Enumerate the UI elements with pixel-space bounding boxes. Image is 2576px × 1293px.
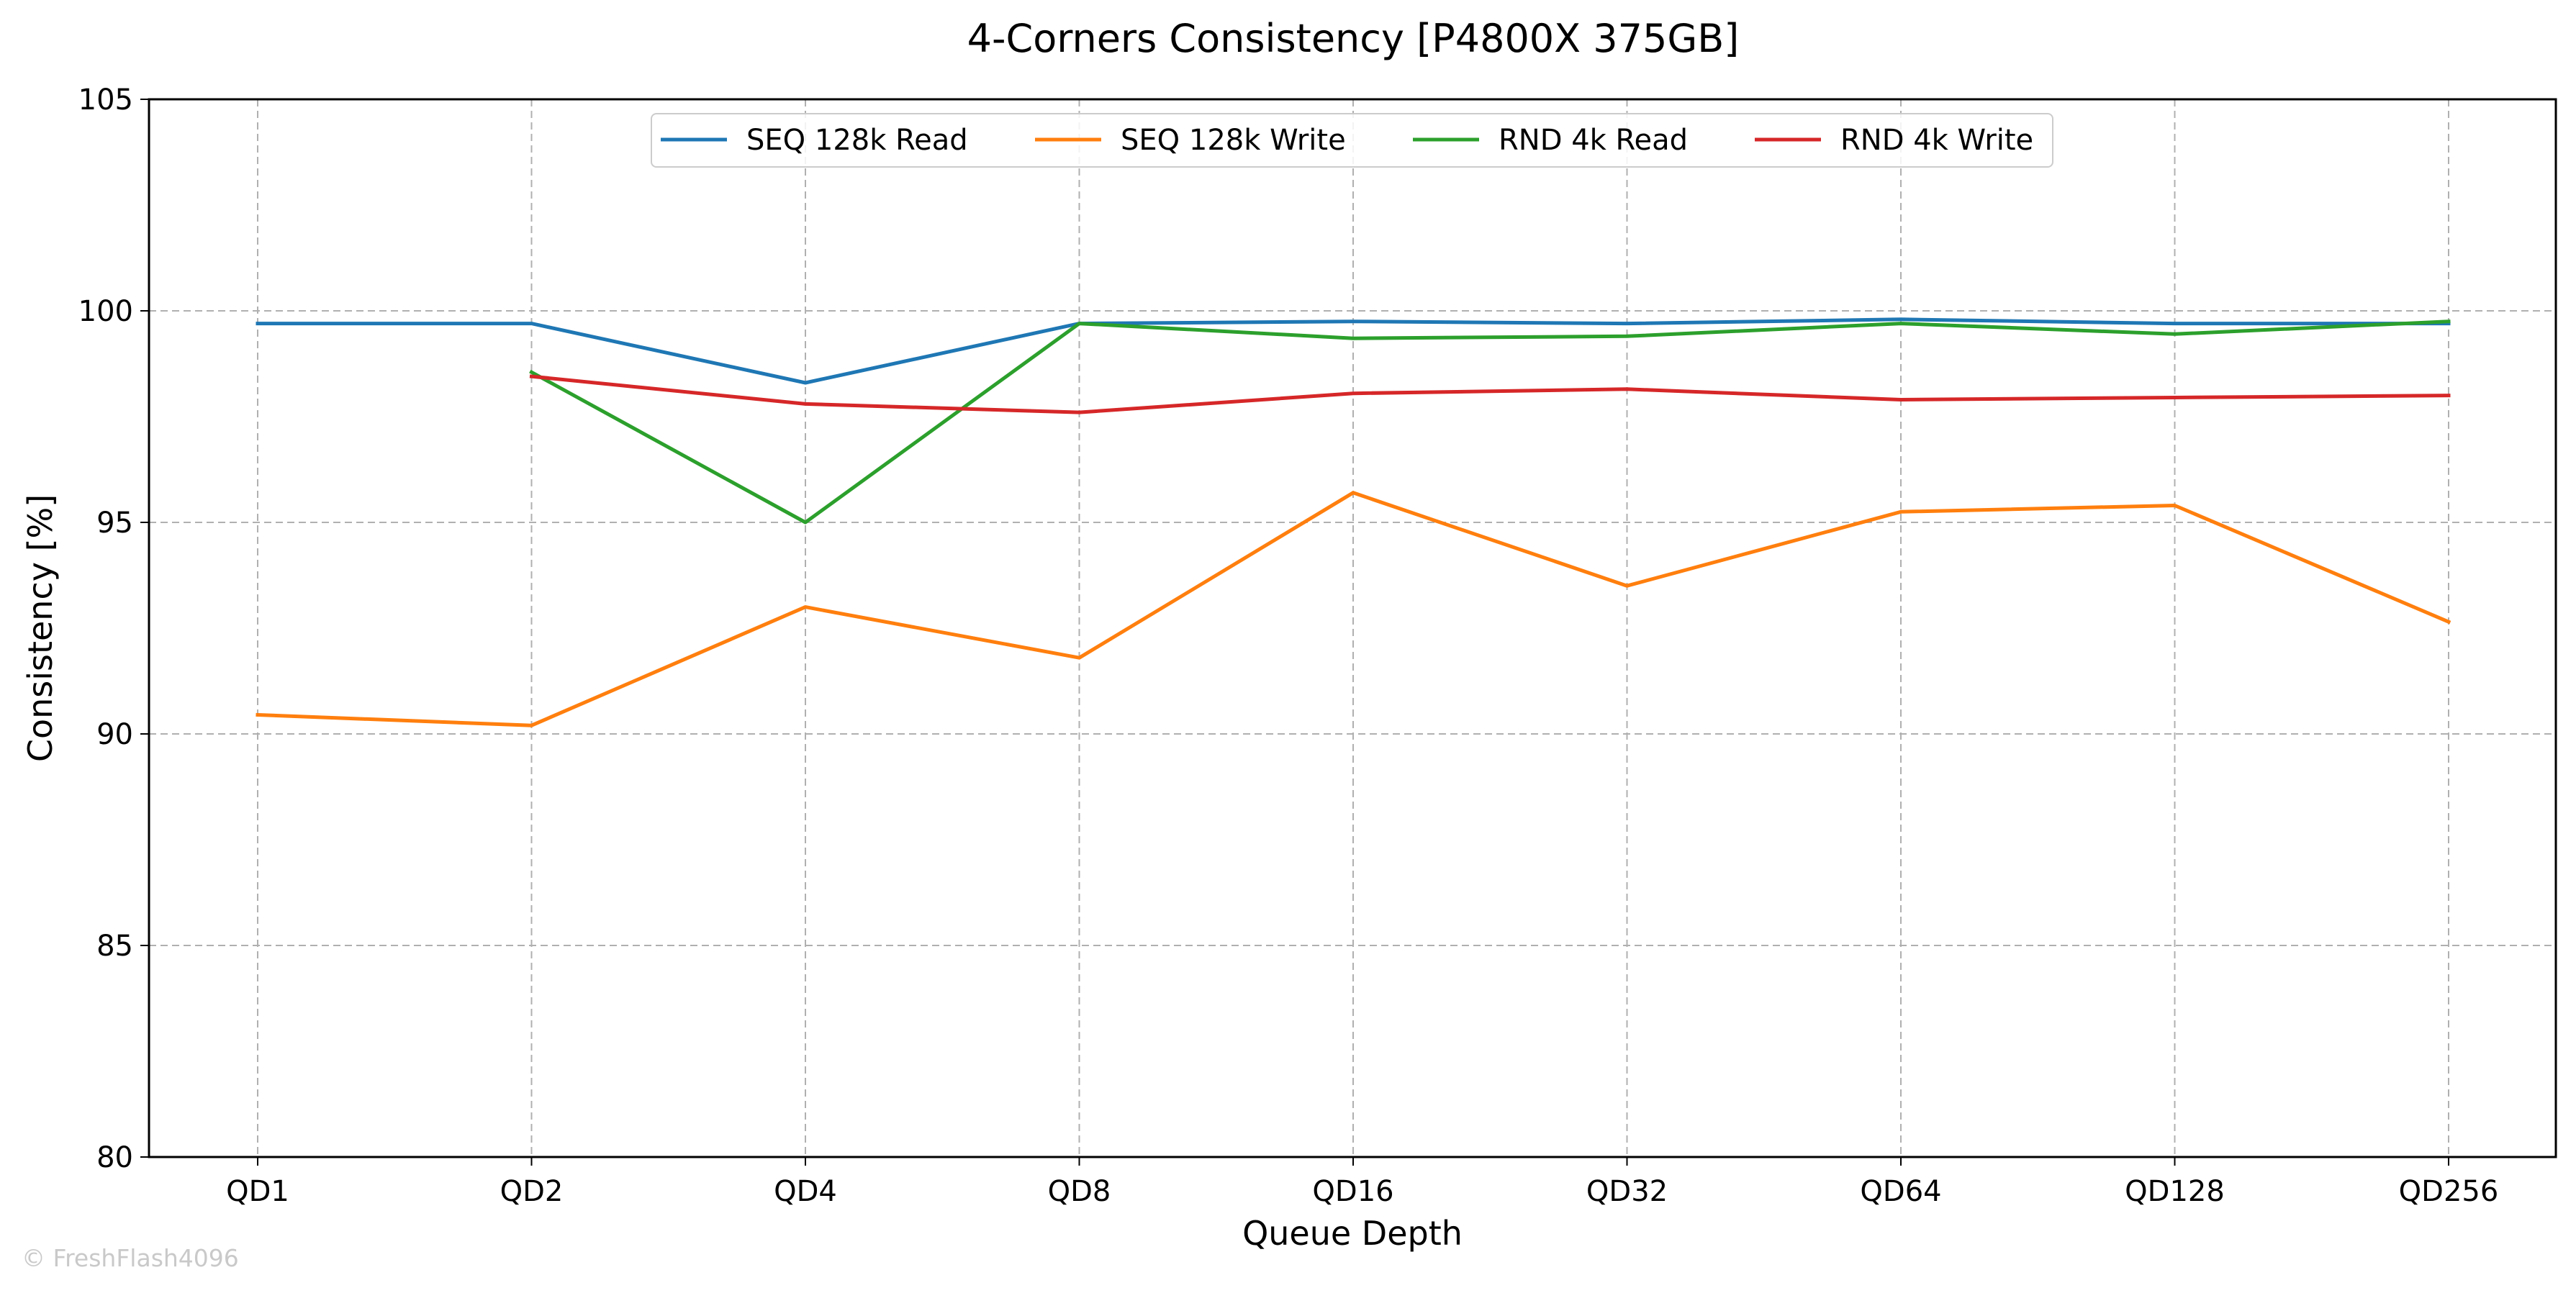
- series-line-1: [256, 317, 2451, 385]
- y-tick-label: 100: [78, 295, 133, 328]
- x-tick-label: QD4: [774, 1175, 837, 1208]
- series-line-2: [256, 491, 2451, 727]
- x-tick-label: QD2: [500, 1175, 564, 1208]
- y-tick-label: 90: [96, 718, 133, 751]
- legend-label: RND 4k Write: [1840, 124, 2033, 157]
- x-tick-label: QD16: [1312, 1175, 1393, 1208]
- legend-box: [651, 113, 2053, 168]
- x-axis-label: Queue Depth: [1242, 1214, 1463, 1253]
- x-tick-label: QD64: [1860, 1175, 1941, 1208]
- y-tick-label: 105: [78, 83, 133, 117]
- x-tick-label: QD32: [1586, 1175, 1668, 1208]
- y-axis-label: Consistency [%]: [21, 494, 60, 762]
- legend: SEQ 128k Read SEQ 128k Write RND 4k Read RN…: [651, 113, 2053, 168]
- y-tick-label: 80: [96, 1141, 133, 1174]
- series-lines: [256, 317, 2451, 727]
- legend-label: RND 4k Read: [1499, 124, 1688, 157]
- x-tick-label: QD256: [2399, 1175, 2499, 1208]
- y-axis: 80 85 90 95 100 105: [78, 83, 149, 1174]
- x-tick-label: QD1: [226, 1175, 289, 1208]
- grid-lines: [149, 99, 2556, 1157]
- legend-label: SEQ 128k Write: [1121, 124, 1346, 157]
- x-tick-label: QD128: [2125, 1175, 2225, 1208]
- x-tick-label: QD8: [1048, 1175, 1111, 1208]
- y-tick-label: 85: [96, 930, 133, 963]
- series-line-4: [529, 374, 2451, 414]
- watermark-text: © FreshFlash4096: [22, 1244, 239, 1272]
- y-tick-label: 95: [96, 507, 133, 540]
- series-line-3: [529, 319, 2451, 525]
- chart-title: 4-Corners Consistency [P4800X 375GB]: [967, 16, 1740, 61]
- legend-label: SEQ 128k Read: [746, 124, 968, 157]
- x-axis: QD1 QD2 QD4 QD8 QD16 QD32 QD64 QD128 QD256: [226, 1157, 2498, 1208]
